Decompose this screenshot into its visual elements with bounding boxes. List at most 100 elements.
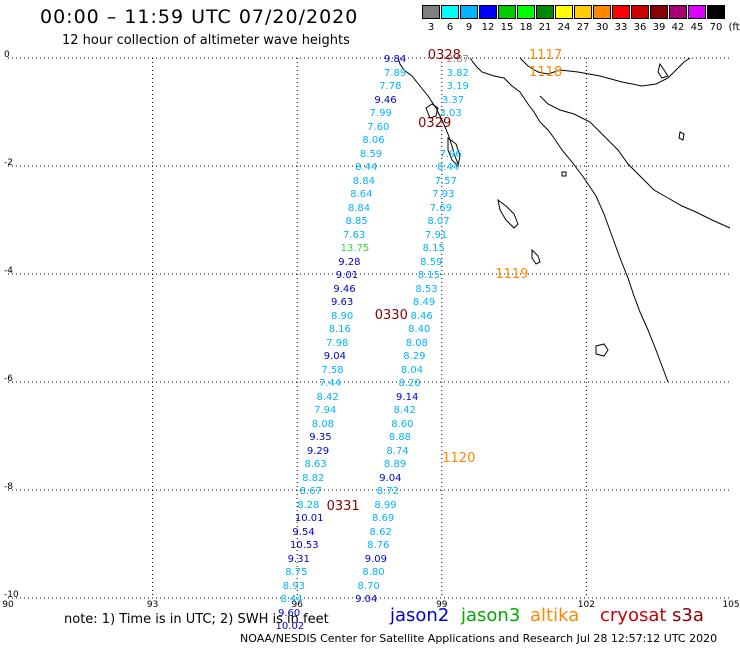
wave-height-value: 8.74 xyxy=(386,445,409,457)
mission-legend-s3a: s3a xyxy=(672,605,704,626)
bangka-island xyxy=(657,62,669,79)
wave-height-value: 9.04 xyxy=(355,594,378,605)
colorbar-swatch xyxy=(460,5,478,19)
wave-height-value: 7.99 xyxy=(369,108,392,119)
pass-time-label: 1117 xyxy=(529,48,563,64)
longitude-tick-label: 93 xyxy=(146,600,159,610)
mission-legend-cryosat: cryosat xyxy=(600,605,667,626)
wave-height-value: 3.19 xyxy=(446,81,469,92)
wave-height-value: 9.35 xyxy=(309,432,332,443)
colorbar-swatch xyxy=(612,5,630,19)
wave-height-value: 8.20 xyxy=(398,378,421,389)
pass-time-label: 0328 xyxy=(427,48,461,64)
small-island xyxy=(561,171,567,177)
sumatra-coastline xyxy=(397,57,459,165)
colorbar-swatch xyxy=(631,5,649,19)
wave-height-value: 9.46 xyxy=(374,94,397,106)
colorbar-swatch xyxy=(593,5,611,19)
wave-height-value: 8.59 xyxy=(359,148,383,160)
wave-height-value: 8.89 xyxy=(384,459,407,470)
wave-height-value: 8.88 xyxy=(388,432,412,443)
wave-height-value: 8.82 xyxy=(302,472,325,484)
wave-height-value: 8.59 xyxy=(420,256,443,268)
wave-height-value: 8.53 xyxy=(415,283,438,295)
map-subtitle: 12 hour collection of altimeter wave hei… xyxy=(62,33,350,48)
wave-height-value: 8.15 xyxy=(422,243,445,254)
wave-height-value: 8.08 xyxy=(405,337,428,349)
latitude-tick-label: 0 xyxy=(4,50,10,60)
wave-height-value: 9.84 xyxy=(384,54,407,65)
wave-height-value: 3.37 xyxy=(441,94,465,106)
wave-height-value: 8.29 xyxy=(403,351,426,362)
colorbar-label: 3 xyxy=(427,22,435,33)
longitude-tick-label: 96 xyxy=(291,600,303,610)
wave-height-value: 8.16 xyxy=(328,324,351,335)
latitude-tick-label: -8 xyxy=(4,482,13,492)
siberut-island xyxy=(497,198,519,229)
wave-height-value: 8.85 xyxy=(345,216,368,227)
wave-height-value: 7.69 xyxy=(429,202,453,214)
colorbar-swatch xyxy=(498,5,516,19)
mission-legend-jason3: jason3 xyxy=(461,605,521,626)
wave-height-value: 8.40 xyxy=(408,324,431,335)
colorbar-label: 36 xyxy=(633,22,647,33)
pass-time-label: 0329 xyxy=(418,115,452,131)
wave-height-value: 7.60 xyxy=(367,121,390,133)
wave-height-value: 8.67 xyxy=(299,486,322,497)
colorbar-swatch xyxy=(688,5,706,19)
wave-height-value: 7.89 xyxy=(384,67,407,79)
wave-height-value: 3.82 xyxy=(446,67,469,79)
wave-height-value: 8.72 xyxy=(376,486,400,497)
wave-height-value: 7.96 xyxy=(439,148,462,160)
wave-height-value: 8.42 xyxy=(393,405,416,416)
wave-height-value: 9.60 xyxy=(277,607,301,619)
colorbar-label: 12 xyxy=(481,22,495,33)
colorbar-label: 30 xyxy=(595,22,609,33)
wave-height-value: 8.07 xyxy=(427,216,450,227)
wave-height-value: 7.98 xyxy=(326,337,349,349)
colorbar-label: 15 xyxy=(500,22,514,33)
longitude-tick-label: 90 xyxy=(2,600,14,610)
pagai-island xyxy=(531,248,541,265)
wave-height-value: 8.46 xyxy=(410,310,433,322)
wave-height-value: 13.75 xyxy=(340,243,370,254)
colorbar-swatch xyxy=(479,5,497,19)
wave-height-value: 8.64 xyxy=(350,189,373,200)
wave-height-value: 8.06 xyxy=(362,135,385,146)
colorbar-swatch xyxy=(517,5,535,19)
wave-height-value: 8.44 xyxy=(355,162,378,173)
colorbar-label: 6 xyxy=(446,22,454,33)
footer-note: note: 1) Time is in UTC; 2) SWH is in fe… xyxy=(64,612,329,627)
wave-height-value: 8.69 xyxy=(371,513,395,524)
colorbar-label: 24 xyxy=(557,22,571,33)
nias-island xyxy=(447,137,461,168)
wave-height-value: 9.29 xyxy=(306,445,330,457)
simeulue-island xyxy=(425,103,439,119)
wave-height-value: 9.14 xyxy=(396,391,419,403)
wave-height-value: 3.03 xyxy=(439,108,462,119)
wave-height-value: 8.08 xyxy=(311,418,334,430)
wave-height-value: 9.46 xyxy=(333,283,356,295)
wave-height-value: 2.87 xyxy=(446,54,469,65)
wave-height-value: 9.63 xyxy=(330,297,354,308)
colorbar-label: 33 xyxy=(614,22,628,33)
wave-height-value: 9.31 xyxy=(287,553,310,565)
latitude-tick-label: -2 xyxy=(4,158,13,168)
longitude-tick-label: 99 xyxy=(436,600,448,610)
wave-height-value: 8.15 xyxy=(417,270,441,281)
colorbar-swatch xyxy=(650,5,668,19)
colorbar-label: 27 xyxy=(576,22,590,33)
wave-height-value: 9.04 xyxy=(379,472,402,484)
wave-height-value: 8.49 xyxy=(412,297,436,308)
sumatra-coastline-inner xyxy=(539,95,731,229)
wave-height-value: 10.01 xyxy=(294,513,324,524)
wave-height-value: 9.28 xyxy=(338,256,361,268)
pass-time-label: 0331 xyxy=(326,499,360,515)
wave-height-value: 7.58 xyxy=(321,364,344,376)
wave-height-value: 7.44 xyxy=(318,378,342,389)
sumatra-coastline-north xyxy=(469,57,669,383)
colorbar-unit: (ft) xyxy=(728,22,740,33)
colorbar-swatch xyxy=(555,5,573,19)
wave-height-value: 8.93 xyxy=(282,580,306,592)
